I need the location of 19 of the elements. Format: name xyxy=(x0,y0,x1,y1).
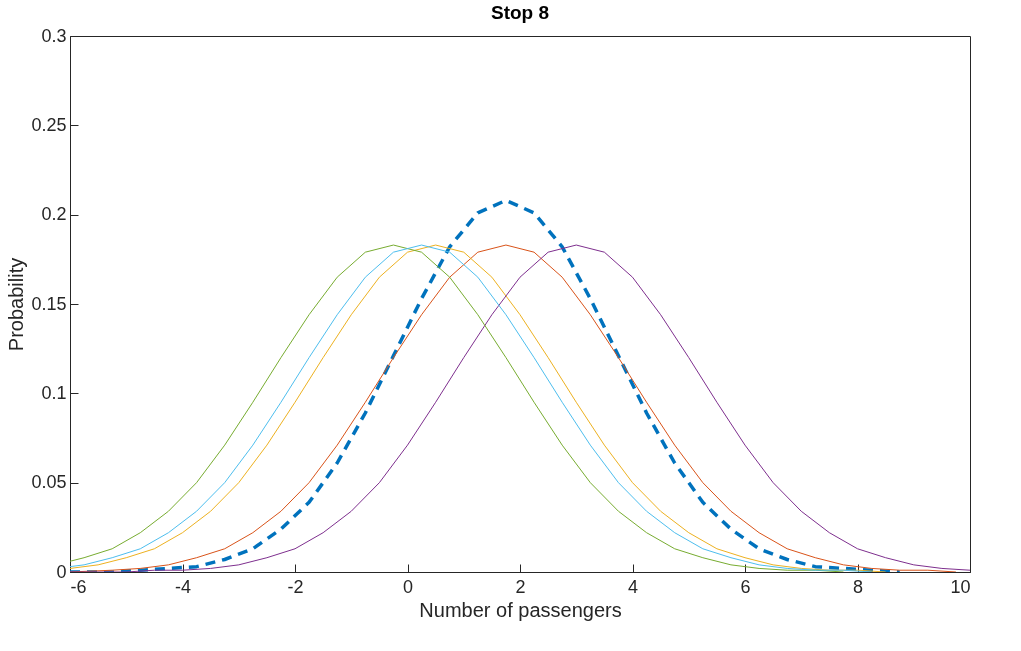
x-tick-label: 10 xyxy=(950,576,971,597)
y-tick-label: 0.15 xyxy=(31,293,67,314)
x-axis-title: Number of passengers xyxy=(419,598,622,621)
y-tick-label: 0.25 xyxy=(31,114,67,135)
y-tick-label: 0 xyxy=(56,561,67,582)
x-tick-label: 8 xyxy=(852,576,864,597)
x-tick-label: -6 xyxy=(70,576,87,597)
y-tick-label: 0.1 xyxy=(41,382,67,403)
chart-title: Stop 8 xyxy=(490,2,550,23)
y-tick-label: 0.3 xyxy=(41,25,67,46)
y-tick-label: 0.05 xyxy=(31,472,67,493)
x-tick-label: 6 xyxy=(740,576,751,597)
x-tick-label: 2 xyxy=(515,576,526,597)
x-tick-label: -4 xyxy=(174,576,192,597)
x-tick-label: 4 xyxy=(627,576,639,597)
x-tick-label: 0 xyxy=(402,576,414,597)
y-axis-title: Probability xyxy=(5,257,28,352)
y-tick-label: 0.2 xyxy=(41,204,67,225)
x-tick-label: -2 xyxy=(287,576,304,597)
